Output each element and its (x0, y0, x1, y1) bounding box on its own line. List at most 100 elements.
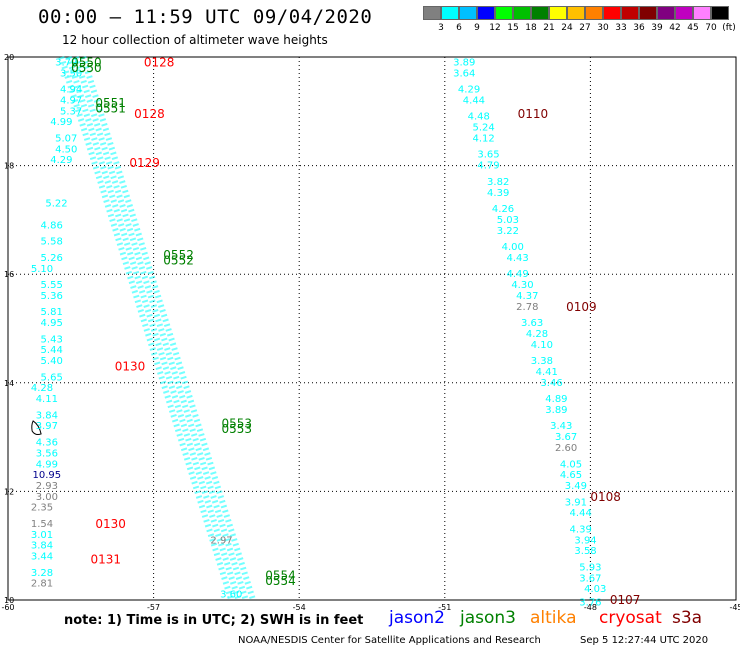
color-scale-label: 42 (669, 23, 681, 33)
wave-height-value: 5.44 (41, 345, 63, 356)
wave-height-value: 5.22 (45, 199, 67, 210)
x-tick-label: -48 (584, 603, 597, 612)
wave-height-value: 5.65 (41, 372, 63, 383)
wave-height-value: 4.97 (60, 95, 82, 106)
wave-height-value: 4.05 (560, 459, 582, 470)
color-scale-swatch (441, 6, 459, 20)
wave-height-value: 4.44 (570, 508, 592, 519)
wave-height-plot: -60 -57 -54 -51 -48 -45 10 12 14 16 18 20 3.793.50 4.… (1, 53, 740, 612)
wave-height-value: 4.30 (511, 280, 533, 291)
wave-height-value: 3.63 (521, 318, 543, 329)
y-tick-label: 20 (4, 53, 14, 62)
wave-height-value: 5.07 (55, 133, 77, 144)
wave-height-value: 4.36 (36, 438, 58, 449)
color-scale-label: 27 (579, 23, 591, 33)
y-tick-label: 16 (4, 270, 14, 279)
ground-track (65, 56, 242, 601)
x-tick-label: -57 (147, 603, 160, 612)
wave-height-value: 4.39 (570, 524, 592, 535)
pass-number-label: 0550 (71, 55, 102, 69)
satellite-label-jason3: jason3 (460, 608, 516, 628)
y-tick-label: 18 (4, 162, 14, 171)
wave-height-value: 3.00 (36, 492, 58, 503)
wave-height-value: 4.29 (50, 155, 72, 166)
wave-height-value: 3.89 (545, 405, 567, 416)
color-scale-swatch (567, 6, 585, 20)
wave-height-value: 3.56 (36, 448, 58, 459)
satellite-label-altika: altika (530, 608, 577, 628)
wave-height-value: 5.26 (41, 253, 63, 264)
color-scale-swatch (531, 6, 549, 20)
satellite-label-cryosat: cryosat (599, 608, 662, 628)
x-tick-label: -45 (729, 603, 740, 612)
wave-height-value: 2.81 (31, 579, 53, 590)
wave-height-value: 4.00 (502, 242, 524, 253)
wave-height-value: 4.49 (506, 269, 528, 280)
wave-height-value: 4.12 (472, 133, 494, 144)
color-scale-swatch (459, 6, 477, 20)
wave-height-value: 3.64 (453, 68, 475, 79)
wave-height-value: 4.03 (584, 584, 606, 595)
wave-height-value: 4.86 (41, 220, 63, 231)
wave-height-value: 2.93 (36, 481, 58, 492)
color-scale-label: 36 (633, 23, 645, 33)
color-scale-label: 30 (597, 23, 609, 33)
wave-height-value: 3.97 (36, 421, 58, 432)
pass-number-label: 0552 (163, 254, 194, 268)
satellite-label-jason2: jason2 (389, 608, 445, 628)
wave-height-value: 4.65 (560, 470, 582, 481)
color-scale-label: 24 (561, 23, 573, 33)
pass-number-label: 0107 (610, 593, 641, 607)
y-tick-label: 12 (4, 487, 14, 496)
wave-height-value: 4.89 (545, 394, 567, 405)
wave-height-value: 3.65 (477, 150, 499, 161)
wave-height-value: 3.67 (555, 432, 577, 443)
wave-height-value: 4.99 (50, 117, 72, 128)
footer: note: 1) Time is in UTC; 2) SWH is in fe… (0, 608, 740, 650)
wave-height-value: 4.37 (516, 291, 538, 302)
wave-height-value: 4.95 (41, 318, 63, 329)
wave-height-value: 5.43 (41, 334, 63, 345)
pass-number-label: 0110 (518, 107, 549, 121)
pass-number-label: 0128 (134, 107, 165, 121)
color-scale-label: 3 (438, 23, 444, 33)
pass-number-label: 0553 (222, 417, 253, 431)
color-scale-label: 70 (705, 23, 717, 33)
y-tick-label: 14 (4, 379, 14, 388)
pass-number-label: 0109 (566, 300, 597, 314)
color-scale-label: (ft) (722, 23, 736, 33)
satellite-label-s3a: s3a (672, 608, 703, 628)
color-scale-swatch (603, 6, 621, 20)
x-tick-label: -54 (293, 603, 306, 612)
footer-credit: NOAA/NESDIS Center for Satellite Applica… (238, 635, 541, 646)
wave-height-value: 4.50 (55, 144, 77, 155)
wave-height-value: 4.39 (487, 188, 509, 199)
wave-height-value: 3.84 (36, 410, 58, 421)
wave-height-value: 4.28 (526, 329, 548, 340)
wave-height-value: 3.89 (453, 57, 475, 68)
color-scale-swatch (621, 6, 639, 20)
wave-height-value: 5.24 (472, 123, 494, 134)
color-scale-swatch (513, 6, 531, 20)
plot-frame (7, 56, 737, 601)
color-scale-label: 21 (543, 23, 555, 33)
pass-number-label: 0553 (222, 422, 253, 436)
wave-height-value: 4.28 (31, 383, 53, 394)
y-tick-label: 10 (4, 596, 14, 605)
pass-number-label: 0131 (91, 552, 122, 566)
color-scale-label: 39 (651, 23, 663, 33)
wave-height-value: 4.48 (468, 112, 490, 123)
color-scale-swatch (495, 6, 513, 20)
wave-height-value: 3.28 (31, 568, 53, 579)
color-scale-label: 45 (687, 23, 699, 33)
x-tick-label: -51 (438, 603, 451, 612)
pass-number-label: 0128 (144, 55, 175, 69)
color-scale-label: 12 (489, 23, 501, 33)
wave-height-value: 2.78 (516, 302, 538, 313)
wave-height-value: 3.76 (579, 598, 601, 609)
wave-height-value: 4.10 (531, 340, 553, 351)
wave-height-value: 3.60 (220, 590, 242, 601)
color-scale-swatch (711, 6, 729, 20)
island-outline (31, 420, 42, 436)
wave-height-value: 3.38 (531, 356, 553, 367)
